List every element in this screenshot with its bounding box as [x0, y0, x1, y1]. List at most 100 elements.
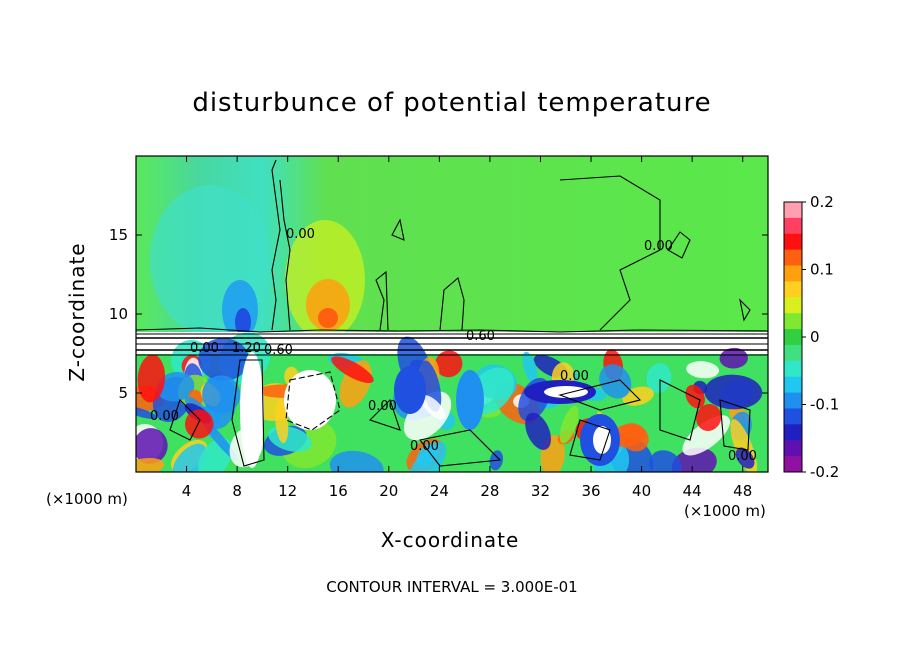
cold-core [235, 308, 251, 336]
colorbar-tick-label: 0 [810, 328, 820, 346]
turbulence-blob [329, 450, 384, 472]
colorbar-swatch [784, 202, 802, 219]
colorbar-tick-label: -0.1 [810, 396, 839, 414]
contour-label: 0.60 [264, 343, 293, 358]
turbulence-blob [435, 350, 463, 378]
contour-label: 0.00 [644, 239, 673, 254]
x-unit-label-left: (×1000 m) [46, 490, 128, 508]
turbulence-blob [421, 395, 446, 420]
turbulence-blob [704, 374, 763, 410]
x-tick-label: 12 [278, 482, 297, 500]
turbulence-blob [198, 338, 249, 381]
turbulence-blob [671, 447, 717, 472]
turbulent-layer [136, 332, 763, 472]
colorbar-ticks: 0.2 0.1 0 -0.1 -0.2 [802, 193, 839, 481]
x-tick-label: 4 [182, 482, 192, 500]
colorbar-swatch [784, 329, 802, 346]
x-axis: 4 8 12 16 20 24 28 32 36 40 44 48 [182, 156, 752, 500]
contour-label: 0.00 [410, 439, 439, 454]
colorbar-tick-label: 0.2 [810, 193, 834, 211]
colorbar-swatch [784, 265, 802, 282]
turbulence-feature [284, 370, 336, 430]
colorbar-swatches [784, 202, 802, 473]
x-tick-label: 32 [531, 482, 550, 500]
contour-label: 0.00 [286, 227, 315, 242]
colorbar-tick-label: -0.2 [810, 463, 839, 481]
y-axis: 5 10 15 [109, 226, 768, 402]
colorbar-swatch [784, 281, 802, 298]
x-tick-label: 8 [232, 482, 242, 500]
y-tick-label: 10 [109, 305, 128, 323]
turbulence-blob [522, 351, 538, 384]
x-axis-label: X-coordinate [380, 528, 520, 552]
turbulence-blob [735, 447, 755, 469]
turbulence-blob [275, 399, 289, 444]
warm-core [306, 279, 350, 331]
turbulence-blob [136, 457, 165, 472]
colorbar-swatch [784, 408, 802, 425]
turbulence-blob [172, 443, 207, 472]
contour-label: 1.20 [232, 341, 261, 356]
plot-area: 0.000.000.000.000.000.000.000.000.601.20… [136, 156, 768, 472]
turbulence-blob [136, 406, 158, 420]
colorbar-swatch [784, 249, 802, 267]
x-tick-label: 28 [480, 482, 499, 500]
turbulence-blob [416, 442, 439, 468]
x-unit-label-right: (×1000 m) [684, 502, 766, 520]
turbulence-blob [646, 363, 672, 393]
turbulence-feature [544, 386, 588, 398]
x-tick-label: 44 [683, 482, 702, 500]
turbulence-blob [202, 375, 241, 414]
turbulence-blob [559, 405, 579, 444]
turbulence-blob [685, 384, 705, 409]
chart-title: disturbunce of potential temperature [192, 88, 712, 118]
colorbar-swatch [784, 313, 802, 330]
x-tick-label: 16 [329, 482, 348, 500]
colorbar-swatch [784, 456, 802, 473]
turbulence-blob [622, 386, 654, 406]
colorbar-swatch [784, 440, 802, 457]
colorbar-tick-label: 0.1 [810, 261, 834, 279]
turbulence-blob [649, 450, 682, 472]
x-tick-label: 40 [632, 482, 651, 500]
turbulence-blob [719, 347, 748, 369]
x-tick-label: 24 [430, 482, 449, 500]
turbulence-feature [240, 352, 264, 468]
colorbar-swatch [784, 344, 802, 362]
turbulence-feature [394, 366, 426, 414]
turbulence-blob [686, 361, 720, 379]
contour-label: 0.00 [190, 341, 219, 356]
turbulence-blob [525, 412, 552, 450]
contour-label: 0.00 [368, 399, 397, 414]
colorbar: 0.2 0.1 0 -0.1 -0.2 [783, 193, 839, 481]
contour-label: 0.00 [728, 449, 757, 464]
colorbar-swatch [784, 376, 802, 394]
contour-lines [136, 159, 768, 467]
y-tick-label: 15 [109, 226, 128, 244]
turbulence-blob [156, 371, 195, 402]
turbulence-feature [456, 370, 484, 430]
contour-label: 0.60 [466, 329, 495, 344]
turbulence-blob [184, 409, 214, 439]
x-tick-label: 36 [581, 482, 600, 500]
y-axis-label: Z-coordinate [65, 242, 89, 382]
y-tick-label: 5 [118, 384, 128, 402]
contour-labels: 0.000.000.000.000.000.000.000.000.601.20… [150, 227, 757, 464]
warm-center [318, 308, 338, 328]
contour-label: 0.00 [560, 369, 589, 384]
x-tick-label: 20 [379, 482, 398, 500]
contour-interval-note: CONTOUR INTERVAL = 3.000E-01 [326, 578, 578, 596]
x-tick-label: 48 [733, 482, 752, 500]
turbulence-blob [696, 404, 722, 431]
colorbar-swatch [784, 392, 802, 409]
colorbar-swatch [784, 217, 802, 235]
colorbar-swatch [784, 233, 802, 251]
turbulence-feature [593, 426, 611, 454]
turbulence-blob [137, 354, 166, 403]
contour-label: 0.00 [150, 409, 179, 424]
colorbar-swatch [784, 360, 802, 378]
turbulence-blob [136, 428, 168, 465]
colorbar-swatch [784, 424, 802, 441]
colorbar-swatch [784, 297, 802, 314]
